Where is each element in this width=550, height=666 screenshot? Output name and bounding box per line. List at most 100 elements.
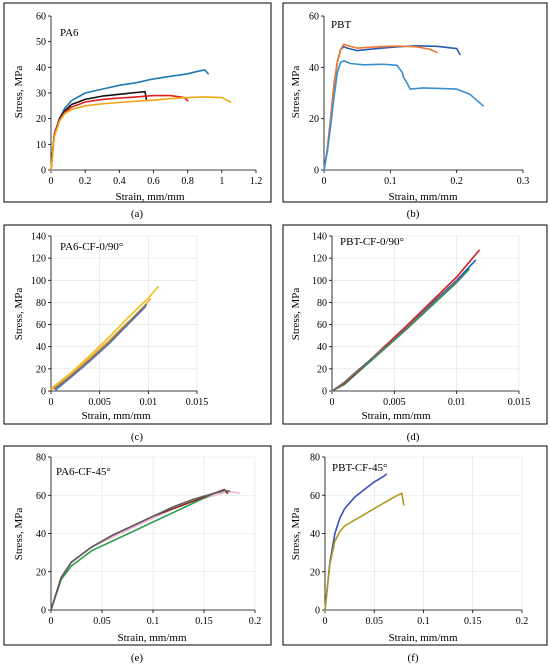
x-tick-label: 0.15 [464, 616, 482, 627]
x-tick-label: 0.4 [113, 176, 126, 187]
panel-e-frame [3, 445, 272, 646]
x-tick-label: 0.1 [147, 616, 160, 627]
x-tick-label: 0.05 [93, 616, 111, 627]
panel-d-plot: 0 0.005 0.01 0.015 0 20 40 60 80 100 120 140 [312, 232, 530, 409]
panel-c: 0 0.005 0.01 0.015 0 20 40 60 80 100 120 140 PA6-CF… [3, 224, 272, 443]
x-tick-label: 0.1 [417, 616, 430, 627]
panel-c-plot: 0 0.005 0.01 0.015 0 20 40 60 80 100 120 140 [31, 232, 208, 409]
panel-f-xlabel: Strain, mm/mm [388, 632, 458, 644]
y-tick-label: 20 [309, 114, 319, 125]
x-tick-label: 0.2 [249, 616, 262, 627]
panel-a-xlabel: Strain, mm/mm [115, 191, 185, 203]
y-tick-label: 40 [36, 63, 46, 74]
y-tick-label: 40 [309, 63, 319, 74]
panel-d-ylabel: Stress, MPa [290, 288, 302, 341]
series-line [323, 60, 485, 171]
panel-a-ylabel: Stress, MPa [13, 66, 25, 119]
panel-f-frame [282, 445, 548, 646]
panel-b-plot: 0 0.1 0.2 0.3 0 20 40 60 [309, 12, 529, 188]
x-tick-label: 0.15 [195, 616, 213, 627]
series-line [323, 43, 438, 171]
panel-f-plot: 0 0.05 0.1 0.15 0.2 0 20 40 60 80 [310, 453, 528, 628]
series-line [331, 275, 464, 392]
y-tick-label: 30 [36, 89, 46, 100]
x-tick-label: 0.01 [140, 397, 158, 408]
x-tick-label: 0 [49, 397, 54, 408]
panel-c-xlabel: Strain, mm/mm [81, 410, 151, 422]
x-tick-label: 0 [323, 616, 328, 627]
y-tick-label: 80 [36, 298, 46, 309]
panel-b-caption: (b) [407, 208, 420, 220]
panel-a: 0 0.2 0.4 0.6 0.8 1 1.2 0 10 20 30 40 50 60 PA6 Strai… [3, 2, 272, 220]
panel-e-ylabel: Stress, MPa [13, 508, 25, 561]
panel-e-plot: 0 0.05 0.1 0.15 0.2 0 20 40 60 80 [36, 453, 261, 628]
x-tick-label: 0.2 [79, 176, 92, 187]
x-tick-label: 0.005 [383, 397, 406, 408]
y-tick-label: 0 [315, 606, 320, 617]
y-tick-label: 60 [36, 12, 46, 23]
panel-e-caption: (e) [131, 652, 144, 664]
y-tick-label: 0 [322, 387, 327, 398]
x-tick-label: 0.2 [516, 616, 529, 627]
x-tick-label: 0 [49, 616, 54, 627]
y-tick-label: 80 [310, 453, 320, 464]
panel-c-title: PA6-CF-0/90° [60, 241, 123, 253]
y-tick-label: 100 [31, 276, 46, 287]
y-tick-label: 60 [317, 320, 327, 331]
panel-b-frame [282, 2, 548, 203]
series-line [54, 303, 148, 390]
panel-c-ylabel: Stress, MPa [13, 288, 25, 341]
y-tick-label: 120 [312, 254, 327, 265]
panel-e-xlabel: Strain, mm/mm [117, 632, 187, 644]
y-tick-label: 80 [317, 298, 327, 309]
panel-f-title: PBT-CF-45° [332, 462, 387, 474]
panel-d-xlabel: Strain, mm/mm [361, 410, 431, 422]
y-tick-label: 20 [317, 364, 327, 375]
y-tick-label: 20 [36, 114, 46, 125]
panel-b-title: PBT [331, 19, 351, 31]
x-tick-label: 0 [322, 176, 327, 187]
panel-a-caption: (a) [131, 208, 144, 220]
y-tick-label: 60 [309, 12, 319, 23]
y-tick-label: 0 [41, 606, 46, 617]
y-tick-label: 20 [36, 567, 46, 578]
panel-f: 0 0.05 0.1 0.15 0.2 0 20 40 60 80 PBT-CF-45° Stra… [282, 445, 548, 664]
series-line [50, 489, 231, 611]
y-tick-label: 40 [36, 529, 46, 540]
series-line [324, 492, 405, 611]
panel-f-ylabel: Stress, MPa [290, 508, 302, 561]
panel-e: 0 0.05 0.1 0.15 0.2 0 20 40 60 80 PA6-CF-45° Stra… [3, 445, 272, 664]
y-tick-label: 50 [36, 37, 46, 48]
y-tick-label: 0 [41, 387, 46, 398]
x-tick-label: 1 [219, 176, 224, 187]
x-tick-label: 0.05 [366, 616, 384, 627]
y-tick-label: 0 [314, 166, 319, 177]
series-line [50, 286, 159, 390]
x-tick-label: 0 [330, 397, 335, 408]
y-tick-label: 10 [36, 140, 46, 151]
y-tick-label: 100 [312, 276, 327, 287]
panel-b: 0 0.1 0.2 0.3 0 20 40 60 PBT Strain, mm/mm Stre… [282, 2, 548, 220]
panel-a-title: PA6 [60, 27, 79, 39]
x-tick-label: 0.01 [448, 397, 466, 408]
x-tick-label: 1.2 [250, 176, 263, 187]
y-tick-label: 60 [310, 491, 320, 502]
x-tick-label: 0.2 [450, 176, 463, 187]
panel-e-title: PA6-CF-45° [56, 466, 111, 478]
panel-d-title: PBT-CF-0/90° [340, 236, 404, 248]
panel-d-caption: (d) [407, 431, 420, 443]
series-line [50, 490, 224, 611]
x-tick-label: 0.005 [88, 397, 111, 408]
series-line [331, 249, 480, 392]
y-tick-label: 20 [310, 567, 320, 578]
x-tick-label: 0.015 [186, 397, 209, 408]
panel-b-xlabel: Strain, mm/mm [388, 191, 458, 203]
y-tick-label: 0 [41, 166, 46, 177]
panel-a-frame [3, 2, 272, 203]
x-tick-label: 0.6 [147, 176, 160, 187]
series-line [50, 96, 232, 171]
panel-f-caption: (f) [408, 652, 419, 664]
y-tick-label: 60 [36, 320, 46, 331]
panel-c-caption: (c) [131, 431, 144, 443]
